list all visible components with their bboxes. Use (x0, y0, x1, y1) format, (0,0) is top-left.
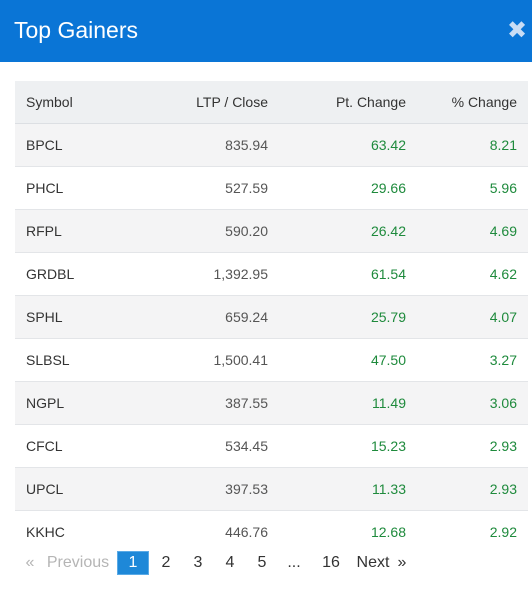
ltp-cell: 659.24 (225, 308, 268, 325)
ltp-cell: 590.20 (225, 222, 268, 239)
pct-change-cell: 2.93 (489, 480, 517, 497)
pt-change-cell: 26.42 (370, 222, 406, 239)
table-row[interactable]: GRDBL 1,392.95 61.54 4.62 (15, 252, 528, 295)
pt-change-cell: 25.79 (370, 308, 406, 325)
pt-change-cell: 47.50 (370, 351, 406, 368)
table-row[interactable]: PHCL 527.59 29.66 5.96 (15, 166, 528, 209)
column-header-symbol[interactable]: Symbol (15, 81, 147, 124)
next-arrow[interactable]: » (397, 554, 407, 571)
pt-change-cell: 11.49 (372, 394, 406, 411)
prev-arrow[interactable]: « (25, 554, 35, 571)
table-row[interactable]: UPCL 397.53 11.33 2.93 (15, 467, 528, 510)
page-link-1[interactable]: 1 (117, 551, 149, 575)
symbol-cell[interactable]: CFCL (26, 437, 63, 454)
table-row[interactable]: SPHL 659.24 25.79 4.07 (15, 295, 528, 338)
ltp-cell: 387.55 (225, 394, 268, 411)
pct-change-cell: 4.62 (489, 265, 517, 282)
pt-change-cell: 61.54 (370, 265, 406, 282)
previous-link[interactable]: Previous (46, 554, 110, 571)
pt-change-cell: 15.23 (370, 437, 406, 454)
column-header-ltp[interactable]: LTP / Close (147, 81, 279, 124)
pt-change-cell: 63.42 (370, 136, 406, 153)
next-link[interactable]: Next (356, 554, 390, 571)
ltp-cell: 446.76 (225, 523, 268, 540)
table-header-row: Symbol LTP / Close Pt. Change % Change (15, 81, 528, 124)
pct-change-cell: 4.07 (489, 308, 517, 325)
table-row[interactable]: RFPL 590.20 26.42 4.69 (15, 209, 528, 252)
pt-change-cell: 29.66 (370, 179, 406, 196)
pct-change-cell: 5.96 (489, 179, 517, 196)
ltp-cell: 835.94 (225, 136, 268, 153)
page-link-3[interactable]: 3 (193, 554, 203, 571)
gainers-table: Symbol LTP / Close Pt. Change % Change B… (15, 81, 528, 553)
ltp-cell: 527.59 (225, 179, 268, 196)
pct-change-cell: 3.27 (489, 351, 517, 368)
header-bar: Top Gainers ✖ (0, 0, 532, 62)
symbol-cell[interactable]: BPCL (26, 136, 63, 153)
close-icon[interactable]: ✖ (506, 17, 528, 44)
pagination: « Previous 1 2 3 4 5 ... 16 Next » (20, 551, 410, 575)
table-body: BPCL 835.94 63.42 8.21 PHCL 527.59 29.66 5.96 RF… (15, 123, 528, 553)
table-row[interactable]: NGPL 387.55 11.49 3.06 (15, 381, 528, 424)
column-header-pct-change[interactable]: % Change (417, 81, 528, 124)
table-row[interactable]: SLBSL 1,500.41 47.50 3.27 (15, 338, 528, 381)
pct-change-cell: 4.69 (489, 222, 517, 239)
symbol-cell[interactable]: GRDBL (26, 265, 75, 282)
page-link-16[interactable]: 16 (322, 554, 340, 571)
pt-change-cell: 11.33 (372, 480, 406, 497)
symbol-cell[interactable]: NGPL (26, 394, 65, 411)
symbol-cell[interactable]: KKHC (26, 523, 65, 540)
ltp-cell: 1,392.95 (213, 265, 269, 282)
ltp-cell: 1,500.41 (213, 351, 269, 368)
symbol-cell[interactable]: SPHL (26, 308, 63, 325)
ltp-cell: 534.45 (225, 437, 268, 454)
column-header-pt-change[interactable]: Pt. Change (279, 81, 417, 124)
page-link-4[interactable]: 4 (225, 554, 235, 571)
page-title: Top Gainers (14, 17, 139, 43)
symbol-cell[interactable]: RFPL (26, 222, 62, 239)
table-row[interactable]: CFCL 534.45 15.23 2.93 (15, 424, 528, 467)
page-link-2[interactable]: 2 (161, 554, 171, 571)
pct-change-cell: 3.06 (489, 394, 517, 411)
symbol-cell[interactable]: UPCL (26, 480, 64, 497)
symbol-cell[interactable]: SLBSL (26, 351, 70, 368)
ltp-cell: 397.53 (225, 480, 268, 497)
pct-change-cell: 2.93 (489, 437, 517, 454)
pct-change-cell: 2.92 (489, 523, 517, 540)
page-link-5[interactable]: 5 (257, 554, 267, 571)
table-row[interactable]: KKHC 446.76 12.68 2.92 (15, 510, 528, 553)
page-ellipsis: ... (287, 554, 301, 571)
table-row[interactable]: BPCL 835.94 63.42 8.21 (15, 123, 528, 166)
pt-change-cell: 12.68 (370, 523, 406, 540)
symbol-cell[interactable]: PHCL (26, 179, 64, 196)
pct-change-cell: 8.21 (489, 136, 517, 153)
